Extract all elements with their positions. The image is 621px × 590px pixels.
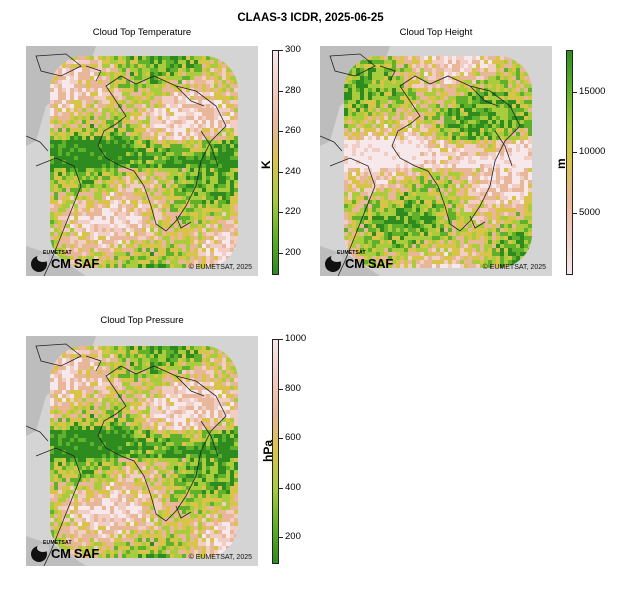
figure-title: CLAAS-3 ICDR, 2025-06-25 bbox=[237, 12, 384, 24]
panel-title: Cloud Top Height bbox=[399, 27, 473, 38]
colorbar-tick-label: 200 bbox=[285, 531, 301, 543]
colorbar-unit: m bbox=[554, 158, 568, 169]
colorbar-tick-label: 400 bbox=[285, 481, 301, 493]
colorbar-tick-label: 800 bbox=[285, 382, 301, 394]
colorbar-tick bbox=[279, 487, 283, 489]
map-cloud-top-height: EUMETSAT CM SAF © EUMETSAT, 2025 bbox=[320, 46, 552, 276]
satellite-disk bbox=[50, 56, 238, 268]
colorbar bbox=[272, 50, 279, 275]
colorbar-tick-label: 5000 bbox=[579, 206, 601, 218]
panel-title: Cloud Top Temperature bbox=[92, 27, 192, 38]
map-cloud-top-pressure: EUMETSAT CM SAF © EUMETSAT, 2025 bbox=[26, 336, 258, 566]
colorbar-tick bbox=[573, 92, 577, 94]
colorbar-tick bbox=[279, 339, 283, 340]
colorbar-tick bbox=[279, 131, 283, 133]
colorbar-tick-label: 220 bbox=[285, 206, 301, 218]
colorbar-tick bbox=[279, 90, 283, 92]
satellite-disk bbox=[344, 56, 532, 268]
colorbar-tick bbox=[279, 212, 283, 214]
colorbar bbox=[566, 50, 573, 275]
colorbar-unit: hPa bbox=[261, 439, 275, 462]
colorbar-tick bbox=[279, 537, 283, 539]
colorbar-tick-label: 600 bbox=[285, 432, 301, 444]
copyright-credit: © EUMETSAT, 2025 bbox=[188, 554, 252, 561]
colorbar-tick-label: 10000 bbox=[579, 146, 606, 158]
copyright-credit: © EUMETSAT, 2025 bbox=[188, 264, 252, 271]
colorbar-tick bbox=[279, 438, 283, 440]
colorbar-tick-label: 200 bbox=[285, 246, 301, 258]
colorbar-tick-label: 260 bbox=[285, 125, 301, 137]
colorbar-tick bbox=[279, 50, 283, 51]
colorbar-tick-label: 280 bbox=[285, 84, 301, 96]
colorbar-tick-label: 240 bbox=[285, 165, 301, 177]
colorbar-tick bbox=[573, 152, 577, 154]
colorbar-unit: K bbox=[259, 160, 273, 169]
colorbar bbox=[272, 339, 279, 564]
colorbar-tick-label: 15000 bbox=[579, 86, 606, 98]
colorbar-tick bbox=[279, 171, 283, 173]
satellite-disk bbox=[50, 346, 238, 558]
copyright-credit: © EUMETSAT, 2025 bbox=[482, 264, 546, 271]
colorbar-tick-label: 300 bbox=[285, 44, 301, 55]
map-cloud-top-temperature: EUMETSAT CM SAF © EUMETSAT, 2025 bbox=[26, 46, 258, 276]
colorbar-tick bbox=[279, 252, 283, 254]
panel-title: Cloud Top Pressure bbox=[100, 315, 184, 326]
colorbar-tick-label: 1000 bbox=[285, 333, 307, 344]
colorbar-tick bbox=[573, 212, 577, 214]
colorbar-tick bbox=[279, 388, 283, 390]
